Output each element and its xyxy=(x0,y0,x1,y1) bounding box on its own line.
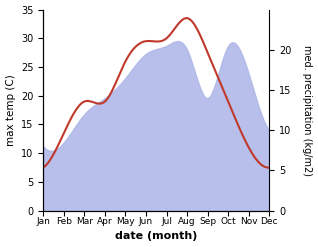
Y-axis label: max temp (C): max temp (C) xyxy=(5,74,16,146)
X-axis label: date (month): date (month) xyxy=(115,231,197,242)
Y-axis label: med. precipitation (kg/m2): med. precipitation (kg/m2) xyxy=(302,45,313,176)
